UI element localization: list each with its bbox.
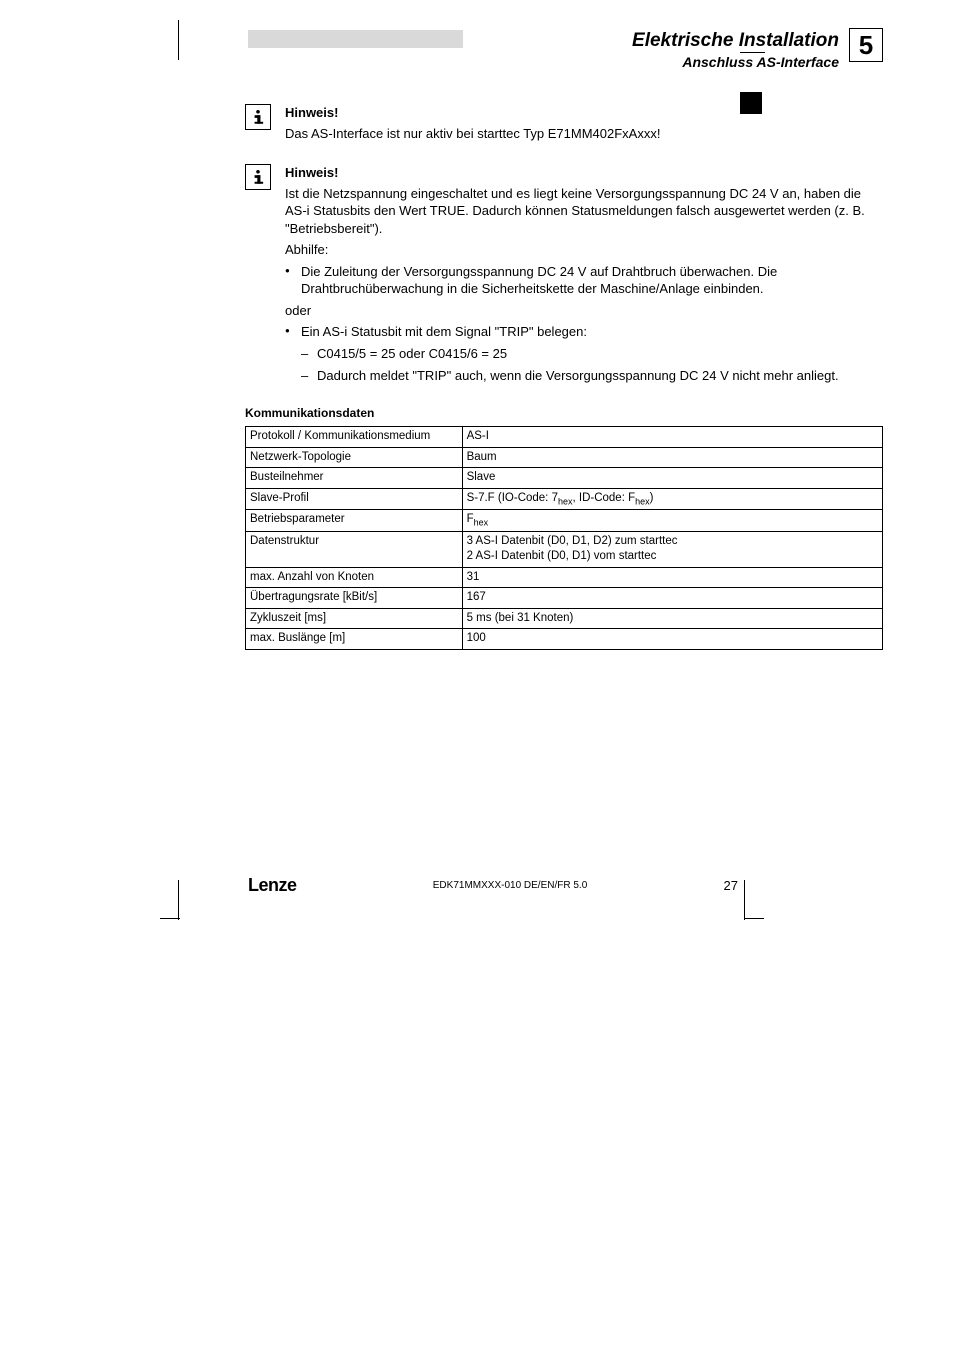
document-id: EDK71MMXXX-010 DE/EN/FR 5.0 <box>433 880 588 891</box>
chapter-number-box: 5 <box>849 28 883 62</box>
text-line: 2 AS-I Datenbit (D0, D1) vom starttec <box>467 549 878 565</box>
crop-mark <box>160 918 180 919</box>
note-block-2: Hinweis! Ist die Netzspannung eingeschal… <box>245 164 883 388</box>
subscript: hex <box>558 496 573 506</box>
note-heading: Hinweis! <box>285 104 883 122</box>
table-row: Netzwerk-Topologie Baum <box>246 447 883 468</box>
table-cell-label: Übertragungsrate [kBit/s] <box>246 588 463 609</box>
table-cell-value: Fhex <box>462 510 882 531</box>
table-row: max. Buslänge [m] 100 <box>246 629 883 650</box>
page-footer: Lenze EDK71MMXXX-010 DE/EN/FR 5.0 27 <box>248 875 738 896</box>
note-text: Das AS-Interface ist nur aktiv bei start… <box>285 125 883 143</box>
table-cell-value: 100 <box>462 629 882 650</box>
abhilfe-label: Abhilfe: <box>285 241 883 259</box>
table-row: Slave-Profil S-7.F (IO-Code: 7hex, ID-Co… <box>246 488 883 509</box>
table-row: Übertragungsrate [kBit/s] 167 <box>246 588 883 609</box>
note-heading: Hinweis! <box>285 164 883 182</box>
info-icon <box>245 164 271 190</box>
table-cell-label: Busteilnehmer <box>246 468 463 489</box>
table-cell-label: Datenstruktur <box>246 531 463 567</box>
table-cell-label: max. Buslänge [m] <box>246 629 463 650</box>
note-block-1: Hinweis! Das AS-Interface ist nur aktiv … <box>245 104 883 146</box>
table-heading: Kommunikationsdaten <box>245 406 883 420</box>
table-cell-label: Protokoll / Kommunikationsmedium <box>246 427 463 448</box>
info-icon <box>245 104 271 130</box>
communication-data-table: Protokoll / Kommunikationsmedium AS-I Ne… <box>245 426 883 650</box>
header-title-sub: Anschluss AS-Interface <box>632 54 839 70</box>
table-row: Zykluszeit [ms] 5 ms (bei 31 Knoten) <box>246 608 883 629</box>
note-intro: Ist die Netzspannung eingeschaltet und e… <box>285 185 883 238</box>
text: , ID-Code: F <box>572 492 635 504</box>
crop-mark <box>178 20 179 60</box>
subscript: hex <box>474 517 489 527</box>
table-row: Busteilnehmer Slave <box>246 468 883 489</box>
text-line: 3 AS-I Datenbit (D0, D1, D2) zum startte… <box>467 534 878 550</box>
table-cell-value: 31 <box>462 567 882 588</box>
table-cell-label: max. Anzahl von Knoten <box>246 567 463 588</box>
text: ) <box>650 492 654 504</box>
table-cell-label: Betriebsparameter <box>246 510 463 531</box>
crop-mark <box>178 880 179 920</box>
sub-list-item: C0415/5 = 25 oder C0415/6 = 25 <box>301 345 883 363</box>
table-cell-value: 167 <box>462 588 882 609</box>
table-cell-value: S-7.F (IO-Code: 7hex, ID-Code: Fhex) <box>462 488 882 509</box>
table-cell-value: 3 AS-I Datenbit (D0, D1, D2) zum startte… <box>462 531 882 567</box>
table-row: Protokoll / Kommunikationsmedium AS-I <box>246 427 883 448</box>
page-header: Elektrische Installation Anschluss AS-In… <box>185 30 883 70</box>
table-cell-value: Baum <box>462 447 882 468</box>
brand-logo: Lenze <box>248 875 297 896</box>
table-cell-value: 5 ms (bei 31 Knoten) <box>462 608 882 629</box>
subscript: hex <box>635 496 650 506</box>
table-cell-label: Zykluszeit [ms] <box>246 608 463 629</box>
list-item: Ein AS-i Statusbit mit dem Signal "TRIP"… <box>285 323 883 384</box>
table-cell-label: Slave-Profil <box>246 488 463 509</box>
table-row: Betriebsparameter Fhex <box>246 510 883 531</box>
crop-mark <box>744 918 764 919</box>
crop-mark <box>744 880 745 920</box>
table-cell-label: Netzwerk-Topologie <box>246 447 463 468</box>
table-row: Datenstruktur 3 AS-I Datenbit (D0, D1, D… <box>246 531 883 567</box>
oder-label: oder <box>285 302 883 320</box>
sub-list-item: Dadurch meldet "TRIP" auch, wenn die Ver… <box>301 367 883 385</box>
chapter-number: 5 <box>859 30 873 61</box>
header-title-main: Elektrische Installation <box>632 30 839 52</box>
table-cell-value: Slave <box>462 468 882 489</box>
table-cell-value: AS-I <box>462 427 882 448</box>
list-item-text: Ein AS-i Statusbit mit dem Signal "TRIP"… <box>301 324 587 339</box>
table-row: max. Anzahl von Knoten 31 <box>246 567 883 588</box>
page-number: 27 <box>724 878 738 893</box>
text: F <box>467 513 474 525</box>
text: S-7.F (IO-Code: 7 <box>467 492 558 504</box>
list-item: Die Zuleitung der Versorgungsspannung DC… <box>285 263 883 298</box>
